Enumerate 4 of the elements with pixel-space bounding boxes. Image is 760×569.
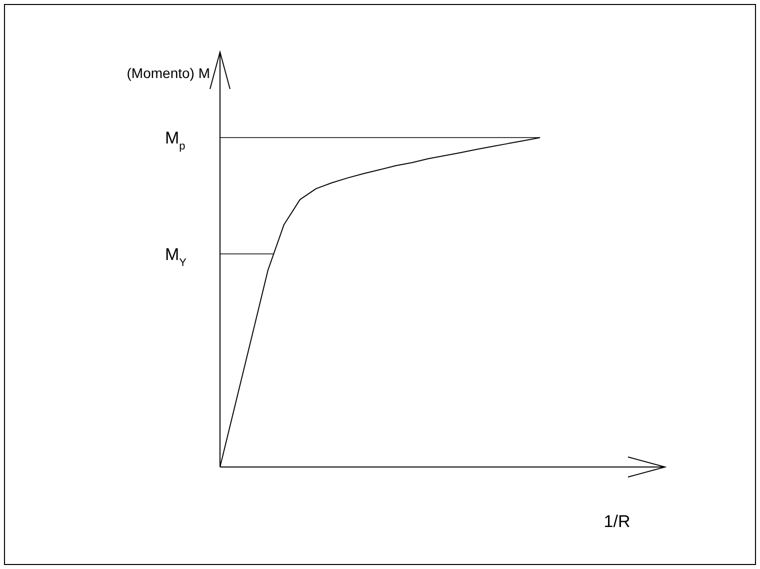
ref-line-label: M$_{p}$ [165, 128, 186, 153]
ref-line-label: M$_{Y}$ [165, 244, 188, 269]
x-axis-title: 1/R [604, 512, 630, 531]
y-axis-title: (Momento) M [126, 65, 210, 81]
